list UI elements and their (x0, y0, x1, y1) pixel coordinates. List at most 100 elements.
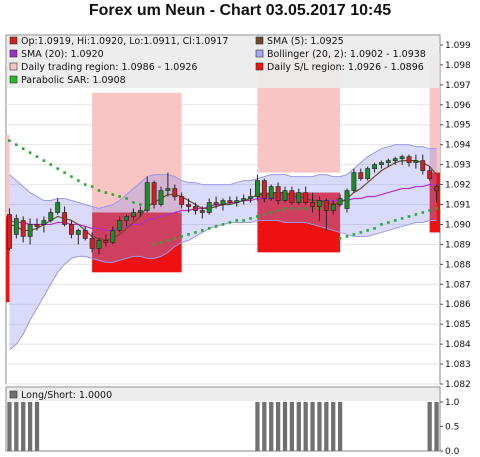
candle-body (289, 190, 295, 203)
long-short-bar (34, 402, 40, 451)
legend-label: Parabolic SAR: 1.0908 (21, 75, 126, 86)
candle-body (344, 190, 350, 209)
sar-dot (373, 227, 376, 230)
sar-dot (42, 159, 46, 162)
y-tick-label: 1.092 (445, 181, 471, 191)
candle-body (323, 200, 329, 211)
candle-body (427, 170, 433, 179)
candle-body (317, 200, 322, 207)
candle (172, 184, 178, 201)
sar-dot (21, 147, 25, 150)
sar-dot (276, 209, 280, 212)
y-tick-label: 1.093 (445, 161, 471, 171)
legend-swatch (9, 36, 18, 45)
sar-dot (290, 207, 294, 210)
legend-label: SMA (20): 1.0920 (21, 49, 104, 60)
sar-dot (187, 233, 190, 236)
candle-body (165, 188, 171, 191)
legend-swatch (255, 49, 264, 58)
y-tick-label: 1.087 (445, 280, 471, 290)
sar-dot (414, 213, 418, 216)
candle (186, 198, 191, 213)
candle (27, 218, 33, 245)
candle (165, 172, 171, 197)
candle-body (365, 168, 371, 179)
candle (69, 220, 74, 239)
legend-label: SMA (5): 1.0925 (267, 36, 344, 47)
candle-body (372, 164, 377, 169)
candle (7, 208, 12, 251)
candle (103, 234, 109, 247)
candle (137, 206, 143, 217)
candle (179, 192, 185, 209)
sar-dot (352, 233, 356, 236)
candle (34, 218, 40, 231)
candle (117, 216, 123, 233)
candle-body (255, 180, 260, 197)
y-axis-ticks: 1.099 1.098 1.097 1.096 1.095 1.094 1.093 1.092… (440, 41, 471, 390)
candle-body (41, 220, 47, 225)
legend-swatch (9, 75, 18, 84)
candle-body (434, 186, 439, 191)
candle (206, 198, 212, 215)
sar-dot (380, 223, 383, 226)
candle (199, 206, 205, 219)
candle-body (248, 196, 253, 199)
long-short-bar (427, 402, 432, 451)
candle-body (282, 190, 288, 201)
sl-region (6, 216, 10, 303)
candle-body (158, 190, 164, 205)
candle-body (75, 230, 81, 235)
candle-body (268, 186, 274, 199)
long-short-bar (434, 402, 439, 451)
candle (48, 208, 54, 223)
candle (310, 192, 315, 213)
candle-body (413, 160, 419, 163)
sub-y-axis-ticks: 1.0 0.5 0.0 (440, 398, 460, 457)
candle-body (20, 220, 26, 237)
long-short-bar (337, 402, 343, 451)
long-short-bar (324, 402, 329, 451)
long-short-bar (27, 402, 33, 451)
candle-body (385, 160, 391, 163)
y-tick-label: 1.088 (445, 260, 471, 270)
candle (241, 194, 247, 205)
candle (158, 186, 164, 207)
y-tick-label: 1.086 (445, 300, 471, 310)
candle (427, 166, 433, 181)
candle (151, 180, 157, 209)
candle (20, 216, 26, 243)
sar-dot (297, 207, 301, 210)
candle (392, 156, 398, 165)
candle (323, 198, 329, 231)
candle-body (199, 210, 205, 213)
y-tick-label: 1.090 (445, 220, 471, 230)
sar-dot (345, 235, 349, 238)
candle (379, 160, 384, 169)
candle (282, 186, 288, 203)
candle-body (69, 224, 74, 235)
long-short-bar (303, 402, 308, 451)
sar-dot (242, 219, 245, 222)
candle-body (117, 220, 123, 231)
candle-body (406, 156, 412, 163)
candle (399, 154, 405, 165)
candle (41, 216, 47, 233)
sar-dot (407, 215, 411, 218)
candle-body (303, 192, 309, 203)
candle-body (351, 172, 357, 191)
sar-dot (35, 155, 39, 158)
sl-region (429, 172, 440, 233)
long-short-bar (282, 402, 288, 451)
sar-dot (152, 243, 156, 246)
candle-body (420, 160, 426, 171)
sar-dot (166, 239, 170, 242)
candle-body (234, 200, 240, 203)
sar-dot (70, 175, 73, 178)
sar-dot (214, 225, 218, 228)
sub-legend-label: Long/Short: 1.0000 (21, 390, 112, 401)
y-tick-label: 1.085 (445, 320, 471, 330)
sar-dot (104, 191, 108, 194)
sar-dot (63, 171, 66, 174)
sar-dot (366, 229, 369, 232)
